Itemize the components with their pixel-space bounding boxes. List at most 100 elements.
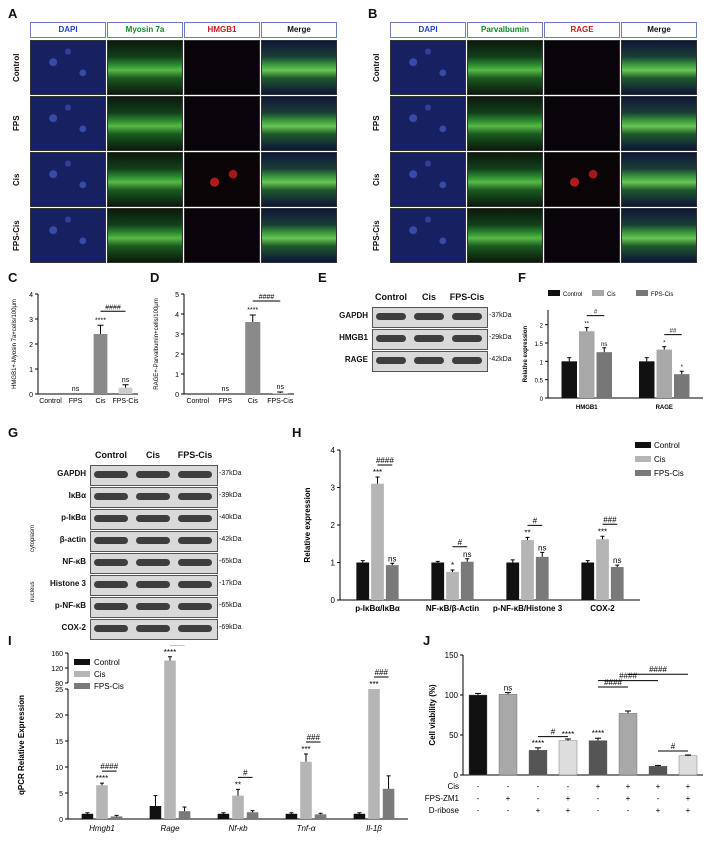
micrograph-image xyxy=(467,96,543,151)
bar-chart-d: 0 1 2 3 4 5 RAGE+-Parvalbumin+cells/100μm Contr… xyxy=(154,292,294,405)
y-tick-label: 3 xyxy=(331,484,336,493)
significance-label: ** xyxy=(235,780,241,789)
bracket-label: # xyxy=(594,310,598,316)
significance-label: *** xyxy=(369,680,378,689)
blot-band xyxy=(94,603,128,610)
micrograph-row-label-a-3: FPS-Cis xyxy=(12,220,21,251)
bracket-label: #### xyxy=(649,665,667,674)
panel-label-e: E xyxy=(318,270,327,285)
blot-row-label: p-IκBα xyxy=(61,513,86,522)
micrograph-image xyxy=(390,208,466,263)
blot-row-label: HMGB1 xyxy=(339,333,368,342)
significance-label: ns xyxy=(538,543,546,552)
bar-chart-j: 0 50 100 150 Cell viability (%) ns **** **** ***… xyxy=(425,651,703,815)
bracket-label: ## xyxy=(670,329,677,335)
y-tick-label: 10 xyxy=(55,765,63,772)
panel-label-j: J xyxy=(423,633,431,648)
y-tick-label: 1 xyxy=(331,559,336,568)
bar xyxy=(353,813,366,819)
y-tick-label: 3 xyxy=(29,317,33,324)
blot-band xyxy=(94,471,128,478)
bar xyxy=(610,567,624,600)
blot-row-label: COX-2 xyxy=(61,623,86,632)
micrograph-header-a-1: Myosin 7a xyxy=(107,22,183,38)
micrograph-image xyxy=(544,208,620,263)
blot-band xyxy=(94,581,128,588)
bracket-label: # xyxy=(533,516,538,525)
bracket-label: #### xyxy=(619,672,637,681)
blot-band xyxy=(136,625,170,632)
significance-label: ns xyxy=(72,386,80,393)
condition-mark: - xyxy=(597,794,600,803)
significance-label: ns xyxy=(613,556,621,565)
micrograph-image xyxy=(184,152,260,207)
significance-label: ns xyxy=(463,550,471,559)
micrograph-image xyxy=(467,208,543,263)
legend-swatch xyxy=(74,659,90,665)
micrograph-image xyxy=(107,96,183,151)
bar xyxy=(300,761,312,819)
bar xyxy=(579,331,595,398)
micrograph-image xyxy=(30,40,106,95)
micrograph-image xyxy=(390,152,466,207)
x-tick-label: Nf-κb xyxy=(228,824,248,833)
x-tick-label: FPS-Cis xyxy=(267,398,294,405)
y-tick-label: 0 xyxy=(454,771,459,780)
condition-mark: + xyxy=(686,806,691,815)
blot-size-label: -39kDa xyxy=(219,492,242,499)
bar xyxy=(588,740,608,776)
micrograph-header-b-0: DAPI xyxy=(390,22,466,38)
bracket-label: # xyxy=(458,538,463,547)
x-tick-label: Cis xyxy=(95,398,106,405)
significance-label: ns xyxy=(222,386,230,393)
micrograph-image xyxy=(107,208,183,263)
micrograph-header-a-0: DAPI xyxy=(30,22,106,38)
blot-row-label: p-NF-κB xyxy=(54,601,86,610)
bar xyxy=(118,387,133,394)
significance-label: * xyxy=(663,341,666,347)
significance-label: *** xyxy=(598,527,607,536)
bar xyxy=(285,813,298,819)
condition-mark: + xyxy=(506,794,511,803)
significance-label: * xyxy=(451,561,454,570)
significance-label: * xyxy=(681,365,684,371)
blot-band xyxy=(136,603,170,610)
blot-column-header: FPS-Cis xyxy=(449,292,485,302)
micrograph-image xyxy=(184,96,260,151)
blot-row-label: GAPDH xyxy=(339,311,368,320)
y-tick-label: 2 xyxy=(540,324,544,330)
significance-label: *** xyxy=(373,468,382,477)
bar xyxy=(272,393,288,394)
legend-label: FPS-Cis xyxy=(651,292,673,298)
legend-label: Cis xyxy=(607,292,616,298)
bar xyxy=(96,785,108,819)
micrograph-image xyxy=(261,152,337,207)
blot-band xyxy=(94,625,128,632)
micrograph-row-label-a-2: Cis xyxy=(12,173,21,186)
x-tick-label: p-NF-κB/Histone 3 xyxy=(493,604,563,613)
blot-size-label: -42kDa xyxy=(219,536,242,543)
bracket-label: # xyxy=(671,742,676,751)
y-tick-label: 1 xyxy=(540,360,544,366)
micrograph-image xyxy=(467,152,543,207)
y-tick-label: 0 xyxy=(540,397,544,403)
blot-row-label: NF-κB xyxy=(62,557,86,566)
blot-band xyxy=(94,559,128,566)
bracket-label: ### xyxy=(375,668,389,677)
blot-band xyxy=(136,581,170,588)
micrograph-image xyxy=(621,208,697,263)
legend-label: FPS-Cis xyxy=(654,469,684,478)
x-tick-label: Rage xyxy=(160,824,180,833)
legend-swatch xyxy=(635,456,651,462)
bar xyxy=(618,713,638,776)
bar xyxy=(535,556,549,600)
x-tick-label: Tnf-α xyxy=(297,824,316,833)
blot-row-label: β-actin xyxy=(59,535,86,544)
blot-band xyxy=(94,493,128,500)
y-tick-label: 2 xyxy=(29,342,33,349)
y-tick-label: 15 xyxy=(55,739,63,746)
micrograph-image xyxy=(544,40,620,95)
bar xyxy=(232,795,244,819)
blot-size-label: -29kDa xyxy=(489,334,512,341)
